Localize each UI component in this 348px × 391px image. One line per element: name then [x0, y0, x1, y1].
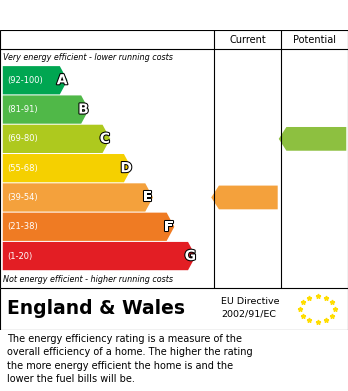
Text: (1-20): (1-20) [7, 251, 32, 260]
Polygon shape [3, 183, 153, 212]
Text: EU Directive
2002/91/EC: EU Directive 2002/91/EC [221, 298, 279, 319]
Text: (81-91): (81-91) [7, 105, 38, 114]
Text: (69-80): (69-80) [7, 135, 38, 143]
Text: Current: Current [229, 35, 266, 45]
Text: The energy efficiency rating is a measure of the
overall efficiency of a home. T: The energy efficiency rating is a measur… [7, 334, 253, 384]
Polygon shape [211, 186, 278, 209]
Text: (39-54): (39-54) [7, 193, 38, 202]
Text: 40: 40 [239, 191, 258, 204]
Polygon shape [3, 95, 89, 124]
Text: C: C [100, 132, 110, 146]
Text: G: G [185, 249, 196, 263]
Polygon shape [3, 154, 132, 182]
Polygon shape [3, 66, 68, 94]
Text: Not energy efficient - higher running costs: Not energy efficient - higher running co… [3, 275, 174, 284]
Text: (92-100): (92-100) [7, 76, 43, 85]
Text: Very energy efficient - lower running costs: Very energy efficient - lower running co… [3, 53, 173, 62]
Polygon shape [279, 127, 346, 151]
Text: D: D [120, 161, 132, 175]
Polygon shape [3, 213, 174, 241]
Text: Potential: Potential [293, 35, 336, 45]
Text: 70: 70 [308, 133, 326, 145]
Text: Energy Efficiency Rating: Energy Efficiency Rating [9, 8, 211, 23]
Polygon shape [3, 125, 110, 153]
Text: (21-38): (21-38) [7, 222, 38, 231]
Text: B: B [78, 102, 89, 117]
Text: E: E [143, 190, 152, 204]
Text: (55-68): (55-68) [7, 164, 38, 173]
Text: A: A [57, 73, 68, 87]
Text: England & Wales: England & Wales [7, 300, 185, 319]
Text: F: F [164, 220, 174, 234]
Polygon shape [3, 242, 196, 270]
